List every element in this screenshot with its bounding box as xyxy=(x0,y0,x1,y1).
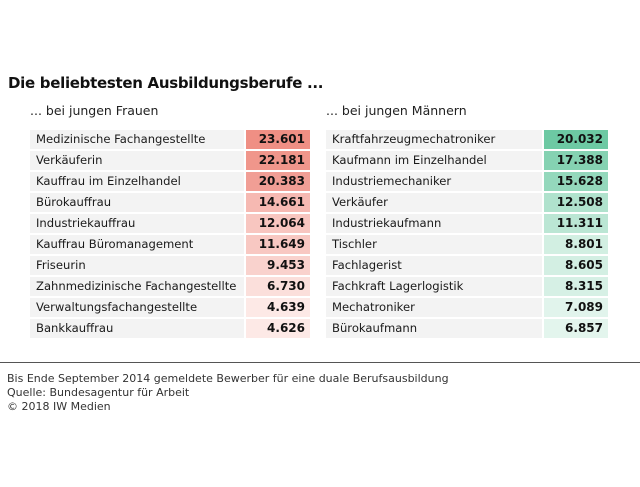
footer-note: Bis Ende September 2014 gemeldete Bewerb… xyxy=(7,372,449,385)
women-occupation-label: Kauffrau Büromanagement xyxy=(30,235,244,254)
women-row: Zahnmedizinische Fachangestellte 6.730 xyxy=(30,277,310,296)
women-row: Verkäuferin 22.181 xyxy=(30,151,310,170)
women-occupation-label: Friseurin xyxy=(30,256,244,275)
men-row: Bürokaufmann 6.857 xyxy=(326,319,608,338)
women-value-cell: 12.064 xyxy=(246,214,310,233)
men-value-cell: 17.388 xyxy=(544,151,608,170)
men-row: Industriemechaniker 15.628 xyxy=(326,172,608,191)
men-row: Industriekaufmann 11.311 xyxy=(326,214,608,233)
women-value-cell: 4.639 xyxy=(246,298,310,317)
women-row: Kauffrau Büromanagement 11.649 xyxy=(30,235,310,254)
men-value-cell: 7.089 xyxy=(544,298,608,317)
women-occupation-label: Bankkauffrau xyxy=(30,319,244,338)
men-value-cell: 8.315 xyxy=(544,277,608,296)
women-row: Kauffrau im Einzelhandel 20.383 xyxy=(30,172,310,191)
men-occupation-label: Kraftfahrzeugmechatroniker xyxy=(326,130,542,149)
women-row: Bankkauffrau 4.626 xyxy=(30,319,310,338)
women-row: Verwaltungsfachangestellte 4.639 xyxy=(30,298,310,317)
women-row: Industriekauffrau 12.064 xyxy=(30,214,310,233)
men-row: Fachkraft Lagerlogistik 8.315 xyxy=(326,277,608,296)
men-occupation-label: Bürokaufmann xyxy=(326,319,542,338)
men-value-cell: 8.605 xyxy=(544,256,608,275)
women-value-cell: 23.601 xyxy=(246,130,310,149)
men-row: Tischler 8.801 xyxy=(326,235,608,254)
women-value-cell: 6.730 xyxy=(246,277,310,296)
men-row: Kraftfahrzeugmechatroniker 20.032 xyxy=(326,130,608,149)
women-occupation-label: Industriekauffrau xyxy=(30,214,244,233)
men-occupation-label: Kaufmann im Einzelhandel xyxy=(326,151,542,170)
women-value-cell: 4.626 xyxy=(246,319,310,338)
chart-title: Die beliebtesten Ausbildungsberufe ... xyxy=(8,74,324,92)
footer-source: Quelle: Bundesagentur für Arbeit xyxy=(7,386,190,399)
women-occupation-label: Verkäuferin xyxy=(30,151,244,170)
women-value-cell: 14.661 xyxy=(246,193,310,212)
men-value-cell: 8.801 xyxy=(544,235,608,254)
women-value-cell: 22.181 xyxy=(246,151,310,170)
men-row: Mechatroniker 7.089 xyxy=(326,298,608,317)
women-value-cell: 11.649 xyxy=(246,235,310,254)
footer-divider xyxy=(0,362,640,363)
women-occupation-label: Zahnmedizinische Fachangestellte xyxy=(30,277,244,296)
women-section-title: ... bei jungen Frauen xyxy=(30,103,159,118)
women-row: Medizinische Fachangestellte 23.601 xyxy=(30,130,310,149)
women-occupation-label: Kauffrau im Einzelhandel xyxy=(30,172,244,191)
women-row: Friseurin 9.453 xyxy=(30,256,310,275)
men-occupation-label: Fachkraft Lagerlogistik xyxy=(326,277,542,296)
men-ranking-table: Kraftfahrzeugmechatroniker 20.032 Kaufmann… xyxy=(326,130,608,340)
men-value-cell: 11.311 xyxy=(544,214,608,233)
footer-copyright: © 2018 IW Medien xyxy=(7,400,111,413)
men-value-cell: 6.857 xyxy=(544,319,608,338)
women-ranking-table: Medizinische Fachangestellte 23.601 Verkäu… xyxy=(30,130,310,340)
men-occupation-label: Fachlagerist xyxy=(326,256,542,275)
men-occupation-label: Industriekaufmann xyxy=(326,214,542,233)
women-row: Bürokauffrau 14.661 xyxy=(30,193,310,212)
men-occupation-label: Verkäufer xyxy=(326,193,542,212)
men-occupation-label: Mechatroniker xyxy=(326,298,542,317)
women-occupation-label: Medizinische Fachangestellte xyxy=(30,130,244,149)
women-value-cell: 9.453 xyxy=(246,256,310,275)
women-value-cell: 20.383 xyxy=(246,172,310,191)
men-value-cell: 15.628 xyxy=(544,172,608,191)
men-row: Kaufmann im Einzelhandel 17.388 xyxy=(326,151,608,170)
men-row: Verkäufer 12.508 xyxy=(326,193,608,212)
women-occupation-label: Bürokauffrau xyxy=(30,193,244,212)
men-value-cell: 20.032 xyxy=(544,130,608,149)
men-occupation-label: Tischler xyxy=(326,235,542,254)
men-section-title: ... bei jungen Männern xyxy=(326,103,467,118)
men-row: Fachlagerist 8.605 xyxy=(326,256,608,275)
women-occupation-label: Verwaltungsfachangestellte xyxy=(30,298,244,317)
men-occupation-label: Industriemechaniker xyxy=(326,172,542,191)
men-value-cell: 12.508 xyxy=(544,193,608,212)
